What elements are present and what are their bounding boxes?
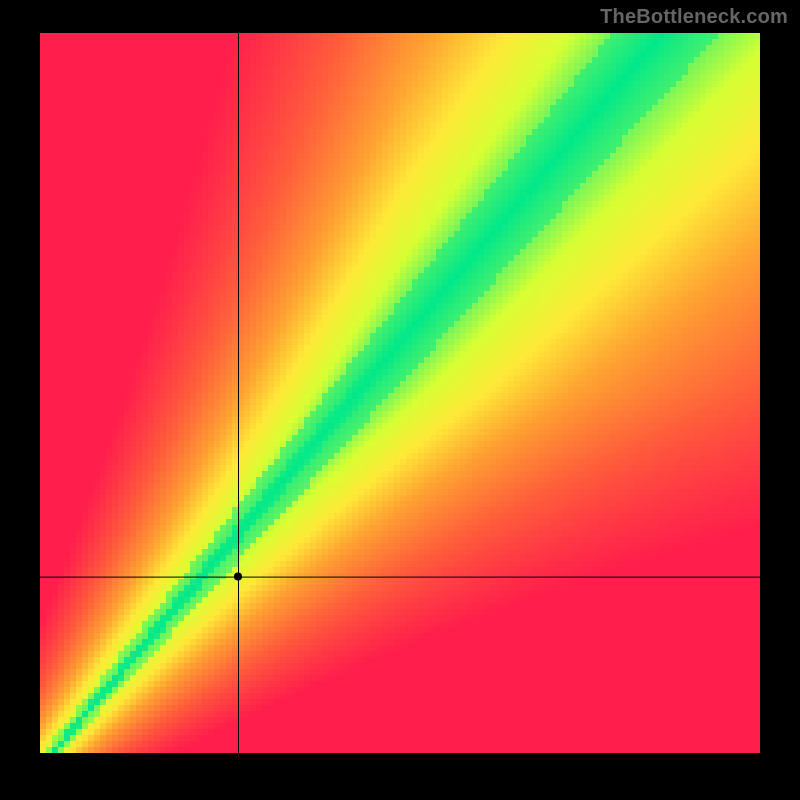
watermark-text: TheBottleneck.com <box>600 6 788 29</box>
chart-container: TheBottleneck.com <box>0 0 800 800</box>
bottleneck-heatmap <box>40 33 760 753</box>
